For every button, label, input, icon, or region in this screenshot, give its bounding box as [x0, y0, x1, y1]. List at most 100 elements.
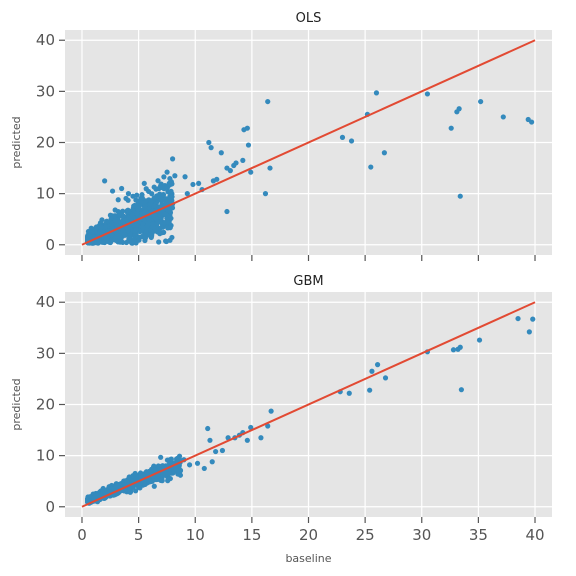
- data-point: [161, 174, 167, 180]
- data-point: [373, 90, 380, 96]
- data-point: [526, 329, 532, 335]
- x-tick-label: 15: [242, 526, 261, 544]
- data-point: [207, 437, 213, 443]
- data-point: [176, 456, 182, 463]
- data-point: [368, 164, 374, 170]
- y-tick-label: 10: [36, 447, 55, 465]
- x-tick-label: 35: [469, 526, 488, 544]
- y-axis-title: predicted: [10, 378, 23, 430]
- data-point: [135, 206, 141, 212]
- data-point: [136, 237, 142, 243]
- data-point: [166, 180, 172, 187]
- data-point: [145, 221, 151, 227]
- data-point: [156, 185, 162, 192]
- data-point: [457, 193, 463, 199]
- data-point: [265, 98, 271, 105]
- data-point: [206, 139, 212, 146]
- data-point: [157, 231, 163, 237]
- data-point: [137, 485, 143, 491]
- data-point: [457, 344, 463, 350]
- data-point: [112, 213, 118, 219]
- data-point: [146, 217, 152, 223]
- data-point: [157, 211, 164, 218]
- data-point: [161, 211, 168, 217]
- scatter-series: [81, 39, 536, 246]
- data-point: [458, 387, 464, 393]
- data-point: [154, 476, 160, 483]
- y-axis-title: predicted: [10, 116, 23, 168]
- data-point: [128, 215, 134, 221]
- data-point: [130, 193, 136, 199]
- data-point: [163, 238, 169, 245]
- data-point: [97, 220, 104, 226]
- data-point: [374, 362, 381, 368]
- chart-panel-gbm: 0 5 10 15 20 25 30 35 40 0 10 20 30 40 GBM predicted bas…: [10, 274, 552, 565]
- data-point: [262, 191, 269, 197]
- data-point: [163, 196, 169, 202]
- data-point: [102, 178, 108, 184]
- data-point: [115, 233, 121, 239]
- x-tick-label: 25: [356, 526, 375, 544]
- data-point: [133, 222, 139, 228]
- data-point: [140, 224, 146, 230]
- data-point: [346, 390, 352, 396]
- data-point: [85, 498, 91, 504]
- data-point: [265, 423, 271, 429]
- data-point: [529, 119, 535, 125]
- x-tick-label: 10: [186, 526, 205, 544]
- y-tick-label: 30: [36, 82, 55, 100]
- data-point: [382, 375, 389, 381]
- data-point: [164, 184, 171, 191]
- x-tick-label: 30: [412, 526, 431, 544]
- data-point: [182, 174, 188, 180]
- data-point: [424, 91, 431, 97]
- x-tick-label: 20: [299, 526, 318, 544]
- data-point: [175, 468, 181, 474]
- data-point: [500, 114, 506, 120]
- data-point: [143, 229, 149, 235]
- data-point: [245, 142, 252, 148]
- data-point: [240, 157, 246, 163]
- data-point: [268, 408, 274, 414]
- data-point: [448, 125, 454, 131]
- data-point: [166, 208, 173, 214]
- data-point: [126, 238, 133, 244]
- data-point: [190, 181, 196, 188]
- data-point: [125, 191, 132, 197]
- data-point: [169, 156, 176, 162]
- x-tick-label: 40: [525, 526, 544, 544]
- data-point: [125, 197, 131, 203]
- data-point: [208, 145, 214, 151]
- data-point: [172, 173, 178, 179]
- data-point: [348, 138, 355, 144]
- y-tick-label: 20: [36, 396, 55, 414]
- data-point: [139, 192, 145, 198]
- data-point: [162, 219, 168, 226]
- data-point: [169, 194, 175, 200]
- data-point: [201, 465, 207, 472]
- data-point: [476, 337, 483, 343]
- data-point: [530, 316, 536, 322]
- data-point: [87, 233, 93, 239]
- data-point: [141, 180, 147, 187]
- data-point: [116, 211, 122, 218]
- data-point: [244, 437, 250, 443]
- data-point: [169, 234, 175, 241]
- data-point: [93, 224, 100, 230]
- data-point: [339, 134, 346, 140]
- data-point: [120, 208, 126, 214]
- data-point: [151, 203, 157, 209]
- data-point: [225, 435, 231, 441]
- data-point: [97, 228, 104, 234]
- data-point: [109, 188, 116, 194]
- data-point: [186, 462, 193, 468]
- data-point: [109, 232, 115, 238]
- data-point: [112, 217, 118, 224]
- data-point: [214, 176, 220, 182]
- data-point: [165, 189, 171, 195]
- data-point: [90, 229, 96, 235]
- data-point: [450, 347, 457, 353]
- data-point: [149, 221, 155, 227]
- data-point: [146, 188, 152, 195]
